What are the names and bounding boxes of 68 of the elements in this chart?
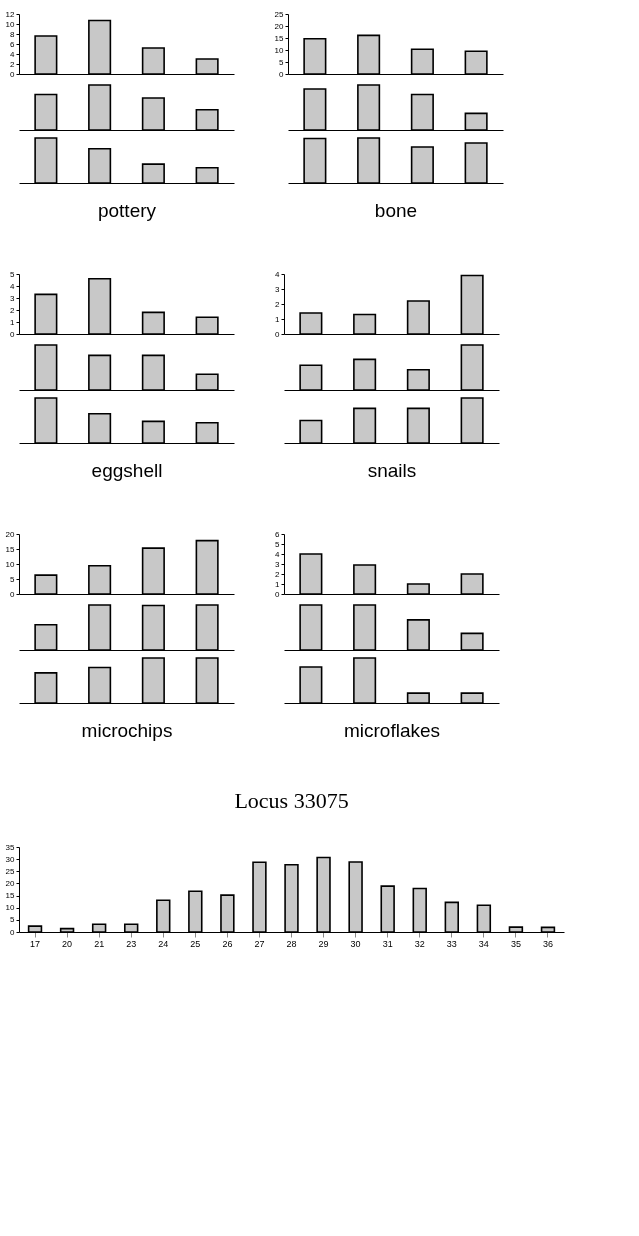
y-tick-label: 12 (5, 9, 16, 19)
y-tick-label: 2 (10, 59, 16, 69)
y-tick-label: 0 (275, 329, 281, 339)
x-tick-label: 36 (542, 938, 553, 949)
y-tick-label: 10 (5, 903, 16, 913)
y-tick-label: 10 (5, 559, 16, 569)
y-tick-label: 8 (10, 29, 16, 39)
y-tick-label: 5 (10, 269, 16, 279)
y-tick-label: 4 (275, 549, 281, 559)
y-tick-label: 4 (10, 281, 16, 291)
y-tick-label: 3 (10, 293, 16, 303)
x-tick-label: 21 (94, 938, 105, 949)
x-tick-label: 24 (158, 938, 169, 949)
y-tick-label: 0 (10, 69, 16, 79)
x-axis-title: eggshell (91, 459, 163, 481)
x-tick-label: 28 (286, 938, 297, 949)
y-tick-label: 20 (274, 21, 285, 31)
y-tick-label: 2 (275, 569, 281, 579)
y-tick-label: 0 (10, 589, 16, 599)
y-tick-label: 5 (10, 915, 16, 925)
y-tick-label: 5 (10, 574, 16, 584)
x-axis-title: pottery (97, 199, 157, 221)
y-tick-label: 0 (10, 927, 16, 937)
y-tick-label: 2 (10, 305, 16, 315)
y-tick-label: 10 (5, 19, 16, 29)
y-tick-label: 4 (10, 49, 16, 59)
y-tick-label: 3 (275, 559, 281, 569)
y-tick-label: 15 (5, 544, 16, 554)
y-tick-label: 5 (279, 57, 285, 67)
x-tick-label: 27 (254, 938, 265, 949)
x-tick-label: 31 (382, 938, 393, 949)
x-axis-title: microchips (81, 719, 173, 741)
y-tick-label: 6 (275, 529, 281, 539)
x-axis-title: microflakes (343, 719, 441, 741)
x-tick-label: 30 (350, 938, 361, 949)
y-tick-label: 25 (5, 866, 16, 876)
x-tick-label: 25 (190, 938, 201, 949)
y-tick-label: 2 (275, 299, 281, 309)
x-tick-label: 29 (318, 938, 329, 949)
y-tick-label: 15 (274, 33, 285, 43)
y-tick-label: 15 (5, 891, 16, 901)
x-axis-title: snails (367, 459, 417, 481)
y-tick-label: 35 (5, 842, 16, 852)
y-tick-label: 30 (5, 854, 16, 864)
y-tick-label: 10 (274, 45, 285, 55)
x-tick-label: 17 (30, 938, 41, 949)
y-tick-label: 4 (275, 269, 281, 279)
y-tick-label: 1 (10, 317, 16, 327)
y-tick-label: 1 (275, 314, 281, 324)
y-tick-label: 25 (274, 9, 285, 19)
y-tick-label: 0 (279, 69, 285, 79)
x-tick-label: 35 (510, 938, 521, 949)
y-tick-label: 0 (10, 329, 16, 339)
y-tick-label: 3 (275, 284, 281, 294)
chart-title: Locus 33075 (234, 788, 349, 813)
x-tick-label: 26 (222, 938, 233, 949)
x-tick-label: 32 (414, 938, 425, 949)
y-tick-label: 6 (10, 39, 16, 49)
y-tick-label: 1 (275, 579, 281, 589)
y-tick-label: 0 (275, 589, 281, 599)
y-tick-label: 20 (5, 878, 16, 888)
x-tick-label: 20 (62, 938, 73, 949)
x-tick-label: 33 (446, 938, 457, 949)
x-axis-title: bone (374, 199, 418, 221)
y-tick-label: 20 (5, 529, 16, 539)
x-tick-label: 34 (478, 938, 489, 949)
x-tick-label: 23 (126, 938, 137, 949)
y-tick-label: 5 (275, 539, 281, 549)
